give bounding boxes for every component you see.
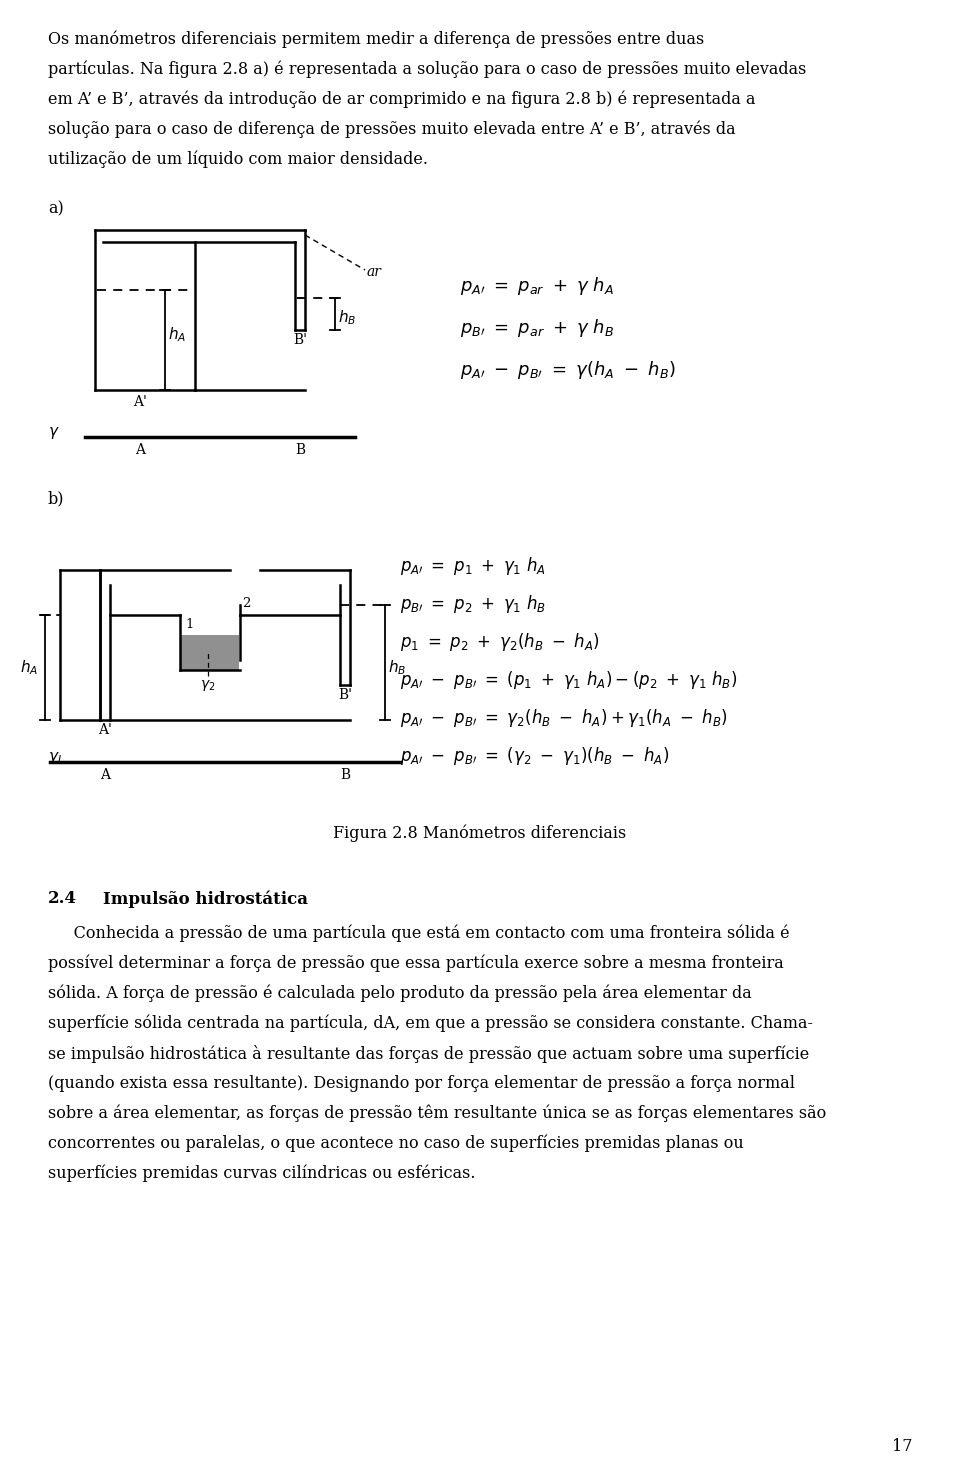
Text: superfícies premidas curvas cilíndricas ou esféricas.: superfícies premidas curvas cilíndricas … [48,1165,475,1182]
Text: A: A [100,769,110,782]
Text: $p_{A\prime}\ =\ p_1\ +\ \gamma_1\ h_A$: $p_{A\prime}\ =\ p_1\ +\ \gamma_1\ h_A$ [400,556,546,576]
Text: 2.4: 2.4 [48,890,77,907]
Text: possível determinar a força de pressão que essa partícula exerce sobre a mesma f: possível determinar a força de pressão q… [48,955,783,973]
Bar [181,636,239,670]
Text: ar: ar [367,265,382,279]
Text: $p_{B\prime}\ =\ p_2\ +\ \gamma_1\ h_B$: $p_{B\prime}\ =\ p_2\ +\ \gamma_1\ h_B$ [400,593,546,615]
Text: sobre a área elementar, as forças de pressão têm resultante única se as forças e: sobre a área elementar, as forças de pre… [48,1106,827,1122]
Text: em A’ e B’, através da introdução de ar comprimido e na figura 2.8 b) é represen: em A’ e B’, através da introdução de ar … [48,90,756,108]
Text: 1: 1 [185,618,193,631]
Text: $p_1\ =\ p_2\ +\ \gamma_2\left(h_B\ -\ h_A\right)$: $p_1\ =\ p_2\ +\ \gamma_2\left(h_B\ -\ h… [400,631,600,653]
Text: $\gamma_2$: $\gamma_2$ [200,678,215,693]
Text: B: B [340,769,350,782]
Text: a): a) [48,200,63,217]
Text: A': A' [98,723,112,738]
Text: $h_B$: $h_B$ [338,307,356,327]
Text: B: B [295,443,305,457]
Text: $p_{A\prime}\ -\ p_{B\prime}\ =\ \left(\gamma_2\ -\ \gamma_1\right)\left(h_B\ -\: $p_{A\prime}\ -\ p_{B\prime}\ =\ \left(\… [400,745,669,767]
Text: $h_A$: $h_A$ [20,658,38,677]
Text: $\gamma$: $\gamma$ [48,426,60,440]
Text: $\gamma_L$: $\gamma_L$ [48,749,64,766]
Text: $p_{A\prime}\ =\ p_{ar}\ +\ \gamma\ h_A$: $p_{A\prime}\ =\ p_{ar}\ +\ \gamma\ h_A$ [460,275,614,297]
Text: $h_B$: $h_B$ [388,658,406,677]
Text: Conhecida a pressão de uma partícula que está em contacto com uma fronteira sóli: Conhecida a pressão de uma partícula que… [48,925,790,943]
Text: concorrentes ou paralelas, o que acontece no caso de superfícies premidas planas: concorrentes ou paralelas, o que acontec… [48,1135,744,1153]
Text: $h_A$: $h_A$ [168,325,186,344]
Text: Impulsão hidrostática: Impulsão hidrostática [103,890,308,907]
Text: sólida. A força de pressão é calculada pelo produto da pressão pela área element: sólida. A força de pressão é calculada p… [48,984,752,1002]
Text: 17: 17 [892,1438,912,1454]
Text: A': A' [133,395,147,409]
Text: $p_{A\prime}\ -\ p_{B\prime}\ =\ \gamma\left(h_A\ -\ h_B\right)$: $p_{A\prime}\ -\ p_{B\prime}\ =\ \gamma\… [460,359,676,381]
Text: utilização de um líquido com maior densidade.: utilização de um líquido com maior densi… [48,149,428,167]
Text: se impulsão hidrostática à resultante das forças de pressão que actuam sobre uma: se impulsão hidrostática à resultante da… [48,1045,809,1063]
Text: b): b) [48,491,64,507]
Text: Figura 2.8 Manómetros diferenciais: Figura 2.8 Manómetros diferenciais [333,825,627,842]
Text: Os manómetros diferenciais permitem medir a diferença de pressões entre duas: Os manómetros diferenciais permitem medi… [48,30,705,47]
Text: (quando exista essa resultante). Designando por força elementar de pressão a for: (quando exista essa resultante). Designa… [48,1075,795,1092]
Text: A: A [135,443,145,457]
Text: B': B' [338,687,352,702]
Text: $p_{B\prime}\ =\ p_{ar}\ +\ \gamma\ h_B$: $p_{B\prime}\ =\ p_{ar}\ +\ \gamma\ h_B$ [460,316,614,338]
Text: 2: 2 [242,597,251,610]
Text: B': B' [293,333,307,347]
Text: partículas. Na figura 2.8 a) é representada a solução para o caso de pressões mu: partículas. Na figura 2.8 a) é represent… [48,61,806,77]
Text: solução para o caso de diferença de pressões muito elevada entre A’ e B’, atravé: solução para o caso de diferença de pres… [48,120,735,137]
Text: $p_{A\prime}\ -\ p_{B\prime}\ =\ \gamma_2\left(h_B\ -\ h_A\right)+\gamma_1\left(: $p_{A\prime}\ -\ p_{B\prime}\ =\ \gamma_… [400,706,728,729]
Text: $p_{A\prime}\ -\ p_{B\prime}\ =\ \left(p_1\ +\ \gamma_1\ h_A\right)-\left(p_2\ +: $p_{A\prime}\ -\ p_{B\prime}\ =\ \left(p… [400,670,737,692]
Text: superfície sólida centrada na partícula, dA, em que a pressão se considera const: superfície sólida centrada na partícula,… [48,1015,813,1033]
